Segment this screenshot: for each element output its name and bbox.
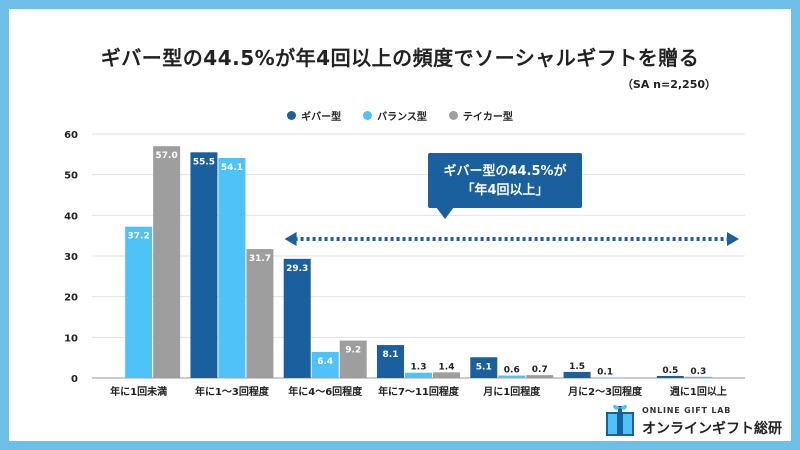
data-label-bg: [154, 148, 180, 163]
bar: [405, 372, 432, 378]
bar: [190, 152, 218, 378]
legend-label-taker: テイカー型: [462, 112, 513, 123]
data-label-bg: [191, 154, 217, 169]
bar: [153, 146, 181, 378]
data-label: 5.1: [476, 362, 492, 372]
data-label: 0.5: [662, 366, 678, 376]
y-tick-label: 60: [64, 130, 78, 141]
y-tick-label: 40: [64, 211, 78, 222]
x-tick-label: 年に4〜6回程度: [288, 385, 363, 398]
data-label: 54.1: [221, 163, 243, 173]
legend-dot-balance: [363, 111, 373, 120]
data-label: 0.7: [532, 365, 548, 375]
chart-legend: ギバー型 バランス型 テイカー型: [0, 108, 800, 123]
data-label: 37.2: [128, 232, 150, 242]
range-arrow-left-head: [284, 232, 297, 246]
bar: [433, 372, 460, 378]
x-tick-label: 月に1回程度: [482, 385, 541, 398]
data-label: 29.3: [286, 264, 308, 274]
data-label: 31.7: [249, 254, 271, 264]
bar: [283, 258, 311, 378]
data-label-bg: [247, 251, 273, 266]
y-tick-label: 0: [71, 374, 78, 385]
chart-subtitle: （SA n=2,250）: [621, 78, 716, 91]
data-label: 1.3: [411, 363, 427, 373]
gift-box-icon: [606, 404, 634, 436]
chart-title: ギバー型の44.5%が年4回以上の頻度でソーシャルギフトを贈る: [100, 46, 700, 70]
legend-item-taker: テイカー型: [448, 108, 513, 123]
bar: [246, 249, 274, 378]
data-label-bg: [471, 359, 497, 374]
legend-label-giver: ギバー型: [301, 112, 342, 123]
bar: [684, 376, 712, 378]
bar: [125, 226, 153, 378]
data-label: 0.1: [597, 368, 613, 378]
bar: [656, 375, 684, 378]
legend-label-balance: バランス型: [377, 112, 427, 123]
callout-tail: [436, 207, 454, 219]
x-tick-label: 年に1回未満: [110, 385, 167, 398]
data-label-bg: [340, 342, 366, 357]
callout-line-1: ギバー型の44.5%が: [443, 163, 567, 179]
legend-dot-giver: [287, 111, 297, 120]
data-label: 1.5: [569, 362, 585, 372]
y-tick-label: 30: [64, 252, 78, 263]
y-tick-label: 20: [64, 293, 78, 304]
data-label-bg: [219, 159, 245, 174]
data-label: 0.6: [504, 366, 520, 376]
bar: [563, 371, 591, 378]
bar: [591, 377, 619, 379]
logo: ONLINE GIFT LAB オンラインギフト総研: [604, 402, 794, 438]
data-label: 57.0: [156, 151, 178, 161]
data-label-bg: [378, 347, 403, 362]
bar: [218, 157, 246, 378]
x-tick-label: 年に7〜11回程度: [378, 385, 460, 398]
data-label: 8.1: [383, 350, 399, 360]
callout-box: ギバー型の44.5%が 「年4回以上」: [428, 153, 582, 208]
data-label: 1.4: [439, 362, 455, 372]
y-tick-label: 10: [64, 333, 78, 344]
bar: [526, 375, 554, 378]
data-label: 6.4: [317, 357, 333, 367]
data-label-bg: [284, 260, 310, 275]
data-label: 55.5: [193, 157, 215, 167]
logo-subtitle: ONLINE GIFT LAB: [642, 406, 732, 415]
legend-item-giver: ギバー型: [287, 108, 341, 123]
data-label: 9.2: [345, 346, 361, 356]
callout-line-2: 「年4回以上」: [461, 182, 549, 198]
y-tick-label: 50: [64, 171, 78, 182]
x-tick-label: 週に1回以上: [670, 385, 727, 398]
data-label-bg: [126, 228, 152, 243]
legend-dot-taker: [448, 111, 458, 120]
bar: [498, 375, 526, 378]
data-label: 0.3: [690, 367, 706, 377]
x-tick-label: 年に1〜3回程度: [195, 385, 270, 398]
data-label-bg: [312, 353, 338, 368]
logo-name: オンラインギフト総研: [642, 421, 782, 437]
legend-item-balance: バランス型: [363, 108, 427, 123]
range-arrow-right-head: [727, 232, 739, 246]
x-tick-label: 月に2〜3回程度: [567, 385, 643, 398]
